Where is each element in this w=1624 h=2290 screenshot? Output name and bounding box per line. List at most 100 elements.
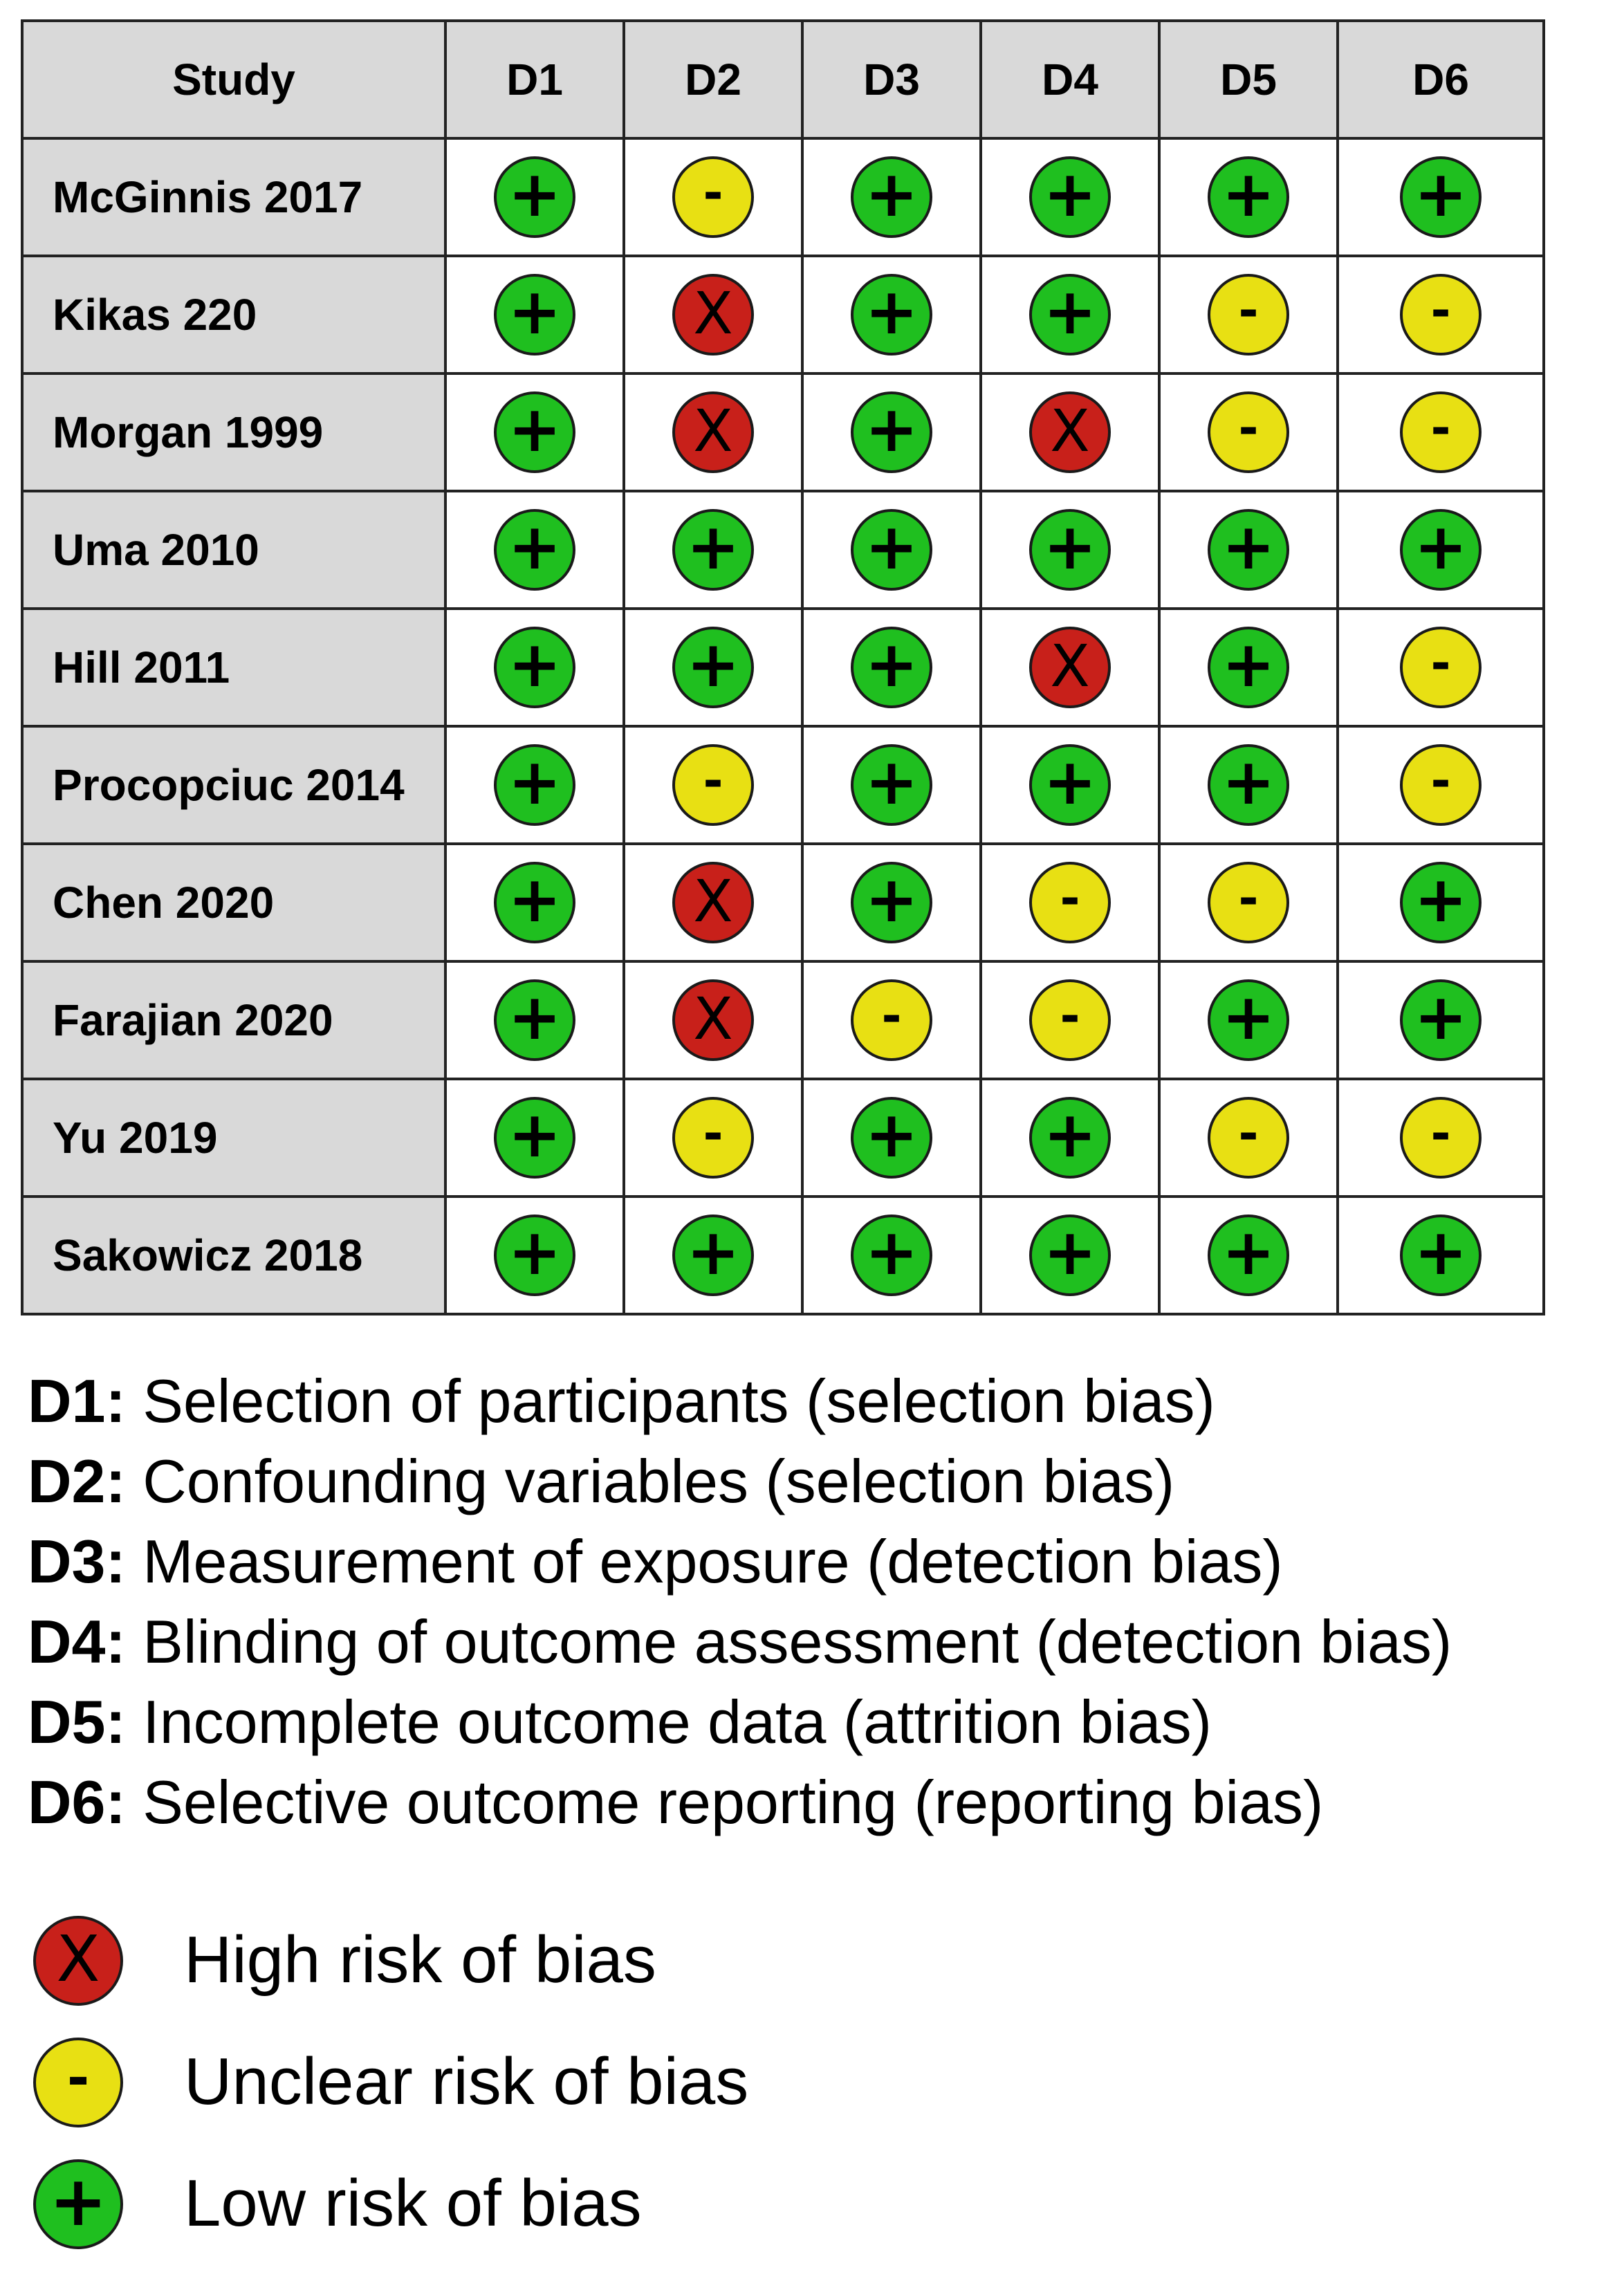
rating-cell: + bbox=[1336, 137, 1545, 257]
rating-cell: + bbox=[1158, 137, 1339, 257]
symbol-glyph: + bbox=[865, 627, 919, 701]
symbol-glyph: + bbox=[1043, 275, 1097, 349]
definition-item: D5: Incomplete outcome data (attrition b… bbox=[28, 1682, 1452, 1762]
table-row: Sakowicz 2018 + + + + + + bbox=[21, 1195, 1545, 1315]
table-row: Procopciuc 2014 + - + + + - bbox=[21, 725, 1545, 845]
low-risk-plus-icon: + bbox=[494, 744, 575, 826]
high-risk-x-icon: X bbox=[672, 862, 754, 943]
definition-code: D6: bbox=[28, 1768, 126, 1836]
rating-cell: + bbox=[444, 490, 625, 610]
definition-item: D2: Confounding variables (selection bia… bbox=[28, 1441, 1452, 1522]
symbol-glyph: + bbox=[1221, 745, 1275, 819]
low-risk-plus-icon: + bbox=[1208, 744, 1289, 826]
definition-text: Confounding variables (selection bias) bbox=[125, 1447, 1175, 1515]
low-risk-plus-icon: + bbox=[851, 627, 932, 708]
symbol-glyph: + bbox=[865, 745, 919, 819]
rating-cell: + bbox=[444, 607, 625, 728]
unclear-risk-minus-icon: - bbox=[1208, 862, 1289, 943]
symbol-glyph: + bbox=[1221, 510, 1275, 584]
study-name: Hill 2011 bbox=[21, 607, 447, 728]
symbol-glyph: - bbox=[1060, 870, 1080, 927]
rating-cell: + bbox=[801, 255, 982, 375]
symbol-glyph: X bbox=[1050, 632, 1090, 700]
symbol-glyph: + bbox=[508, 510, 562, 584]
rating-cell: + bbox=[1336, 960, 1545, 1080]
low-risk-plus-icon: + bbox=[851, 274, 932, 355]
risk-of-bias-table: Study D1 D2 D3 D4 D5 D6 McGinnis 2017 + - +… bbox=[21, 19, 1545, 1315]
rating-cell: + bbox=[622, 1195, 804, 1315]
rating-cell: - bbox=[622, 137, 804, 257]
domain-header: D1 bbox=[444, 19, 625, 140]
symbol-glyph: + bbox=[1221, 980, 1275, 1054]
study-name: Farajian 2020 bbox=[21, 960, 447, 1080]
table-row: Uma 2010 + + + + + + bbox=[21, 490, 1545, 610]
symbol-glyph: + bbox=[508, 745, 562, 819]
symbol-glyph: + bbox=[508, 1215, 562, 1289]
study-header: Study bbox=[21, 19, 447, 140]
rating-cell: X bbox=[622, 372, 804, 492]
symbol-glyph: + bbox=[1221, 627, 1275, 701]
symbol-glyph: - bbox=[1060, 988, 1080, 1044]
rating-cell: + bbox=[1158, 490, 1339, 610]
rating-cell: X bbox=[622, 842, 804, 963]
study-name: Yu 2019 bbox=[21, 1078, 447, 1198]
rating-cell: X bbox=[979, 372, 1161, 492]
rating-cell: + bbox=[1158, 960, 1339, 1080]
symbol-glyph: + bbox=[1043, 510, 1097, 584]
rating-cell: - bbox=[1158, 1078, 1339, 1198]
low-risk-plus-icon: + bbox=[851, 1097, 932, 1179]
unclear-risk-minus-icon: - bbox=[1208, 1097, 1289, 1179]
rating-cell: + bbox=[801, 372, 982, 492]
definition-item: D1: Selection of participants (selection… bbox=[28, 1361, 1452, 1441]
unclear-risk-minus-icon: - bbox=[1029, 862, 1111, 943]
symbol-glyph: + bbox=[1414, 157, 1468, 231]
definition-text: Selection of participants (selection bia… bbox=[125, 1367, 1215, 1435]
rating-cell: + bbox=[979, 1078, 1161, 1198]
symbol-glyph: + bbox=[686, 510, 740, 584]
symbol-glyph: + bbox=[1414, 1215, 1468, 1289]
symbol-glyph: + bbox=[865, 862, 919, 936]
rating-cell: + bbox=[801, 137, 982, 257]
low-risk-plus-icon: + bbox=[851, 391, 932, 473]
study-name: McGinnis 2017 bbox=[21, 137, 447, 257]
definition-item: D4: Blinding of outcome assessment (dete… bbox=[28, 1602, 1452, 1682]
rating-cell: + bbox=[444, 1195, 625, 1315]
symbol-glyph: - bbox=[881, 988, 902, 1044]
high-risk-x-icon: X bbox=[1029, 627, 1111, 708]
rating-cell: + bbox=[801, 607, 982, 728]
unclear-risk-minus-icon: - bbox=[1400, 1097, 1482, 1179]
table-row: McGinnis 2017 + - + + + + bbox=[21, 137, 1545, 257]
low-risk-plus-icon: + bbox=[851, 862, 932, 943]
unclear-risk-minus-icon: - bbox=[1400, 627, 1482, 708]
unclear-risk-minus-icon: - bbox=[851, 979, 932, 1061]
rating-cell: - bbox=[1336, 372, 1545, 492]
table-row: Chen 2020 + X + - - + bbox=[21, 842, 1545, 963]
rating-cell: + bbox=[801, 842, 982, 963]
rating-cell: + bbox=[444, 725, 625, 845]
definition-code: D3: bbox=[28, 1527, 126, 1596]
study-name: Kikas 220 bbox=[21, 255, 447, 375]
symbol-glyph: X bbox=[693, 279, 733, 347]
symbol-glyph: - bbox=[703, 165, 723, 221]
rating-cell: + bbox=[979, 255, 1161, 375]
unclear-risk-minus-icon: - bbox=[672, 744, 754, 826]
symbol-glyph: + bbox=[865, 1215, 919, 1289]
rating-cell: X bbox=[622, 960, 804, 1080]
domain-header: D2 bbox=[622, 19, 804, 140]
rating-cell: - bbox=[979, 842, 1161, 963]
table-body: McGinnis 2017 + - + + + + Kikas 220 + X + + - - Morgan… bbox=[21, 137, 1545, 1315]
symbol-glyph: + bbox=[1043, 1215, 1097, 1289]
table-row: Yu 2019 + - + + - - bbox=[21, 1078, 1545, 1198]
low-risk-plus-icon: + bbox=[494, 1097, 575, 1179]
low-risk-plus-icon: + bbox=[1208, 1215, 1289, 1296]
symbol-glyph: + bbox=[508, 862, 562, 936]
symbol-glyph: X bbox=[693, 397, 733, 465]
rating-cell: + bbox=[1336, 1195, 1545, 1315]
rating-cell: X bbox=[622, 255, 804, 375]
symbol-glyph: - bbox=[1238, 400, 1259, 456]
rating-cell: + bbox=[444, 960, 625, 1080]
high-risk-x-icon: X bbox=[33, 1916, 123, 2006]
low-risk-plus-icon: + bbox=[33, 2159, 123, 2249]
symbol-glyph: - bbox=[1238, 870, 1259, 927]
low-risk-plus-icon: + bbox=[672, 509, 754, 591]
